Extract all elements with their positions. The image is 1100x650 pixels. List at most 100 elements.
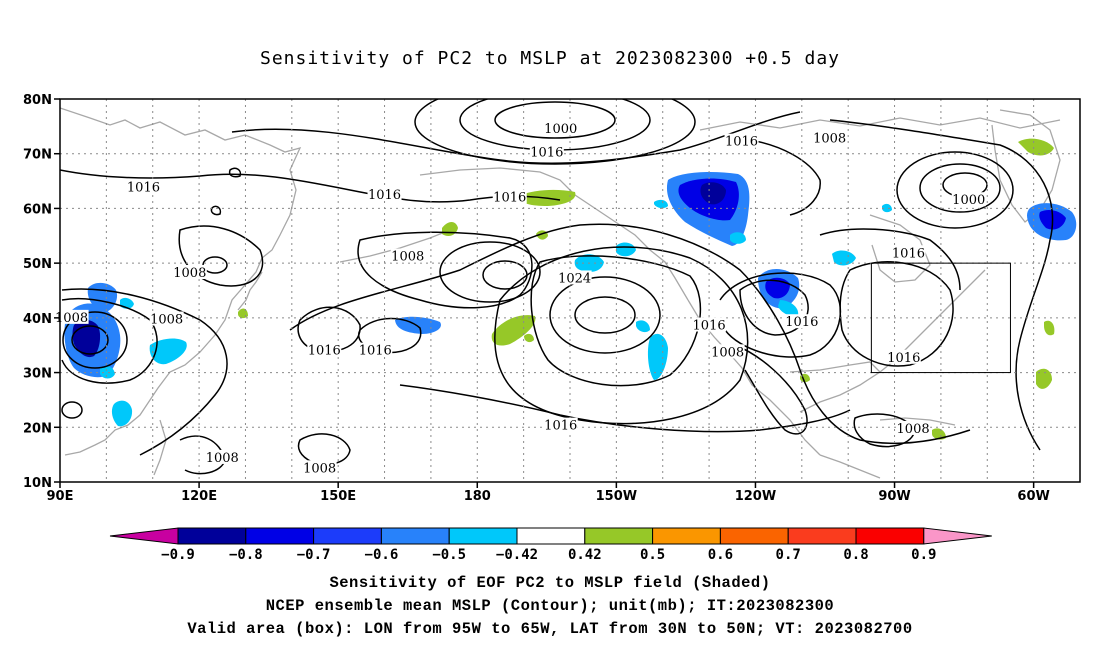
colorbar-arrow-right [923, 527, 992, 545]
lat-label: 10N [23, 476, 52, 491]
colorbar-box [719, 527, 789, 545]
coastline-cam [819, 454, 881, 479]
contour-asia-1 [71, 325, 109, 355]
contour-label: 1016 [359, 344, 392, 359]
shade-nwus-lt [778, 300, 799, 317]
contour-label: 1016 [887, 351, 920, 366]
colorbar-box [448, 527, 518, 545]
contour-high-4 [494, 246, 749, 425]
contour-label-bg [543, 121, 578, 136]
contour-label-bg [205, 449, 240, 464]
lon-label: 150E [320, 489, 356, 504]
contour-small-dots [210, 205, 222, 216]
coastlines [60, 107, 1061, 479]
contour-1016-south [399, 384, 851, 433]
contour-cp-1016a [297, 306, 361, 352]
contour-1008-sw [297, 433, 351, 466]
contour-arctic-1 [494, 101, 616, 139]
colorbar-label: 0.42 [568, 547, 602, 563]
contour-lab-3 [896, 151, 1014, 229]
colorbar-label: 0.9 [911, 547, 936, 563]
contour-label: 1016 [127, 181, 160, 196]
valid-area-box [870, 262, 1011, 374]
lat-label: 80N [23, 93, 52, 108]
lon-label: 150W [596, 489, 637, 504]
contour-label: 1008 [813, 131, 846, 146]
colorbar-label: −0.6 [365, 547, 399, 563]
colorbar-box [177, 527, 247, 545]
contour-1016-arctic-small [228, 167, 242, 178]
contour-label: 1016 [892, 246, 925, 261]
contour-label-bg [149, 311, 184, 326]
contour-asia-4 [61, 288, 228, 456]
shade-asia-lt2 [111, 400, 133, 427]
contour-label-bg [951, 192, 986, 207]
contour-label: 1024 [558, 271, 591, 286]
contour-label: 1000 [544, 122, 577, 137]
contour-label-bg [784, 314, 819, 329]
shade-atl-g1 [1018, 138, 1054, 156]
contour-label-bg [54, 309, 89, 324]
contour-label-bg [692, 317, 727, 332]
shade-asia-lt1 [149, 338, 187, 365]
contour-label: 1008 [173, 266, 206, 281]
contour-label: 1008 [303, 461, 336, 476]
contour-labels: 1000 1016 1016 1008 1000 1016 1016 1016 1016 1008… [54, 121, 986, 476]
contour-label-bg [302, 460, 337, 475]
coastline-gulf [789, 361, 882, 413]
coastline-hudson [869, 214, 931, 283]
contour-label-bg [126, 179, 161, 194]
contour-high-1 [574, 296, 636, 334]
lon-label: 120W [735, 489, 776, 504]
colorbar-label: −0.7 [297, 547, 331, 563]
colorbar-label: −0.8 [229, 547, 263, 563]
colorbar-box [516, 527, 586, 545]
colorbar-box [652, 527, 721, 545]
lon-label: 90E [47, 489, 74, 504]
lat-label: 60N [23, 202, 52, 217]
shade-can-2 [882, 203, 892, 213]
shade-atl-g2 [1036, 368, 1052, 389]
colorbar-label: 0.6 [708, 547, 733, 563]
contour-label-bg [172, 264, 207, 279]
contour-nwp-3 [357, 231, 533, 309]
contour-label: 1016 [785, 315, 818, 330]
contour-label: 1016 [368, 188, 401, 203]
contour-label-bg [307, 342, 342, 357]
contour-label-bg [543, 417, 578, 432]
shade-atl-g4 [932, 428, 946, 440]
plot-title: Sensitivity of PC2 to MSLP at 2023082300… [259, 48, 840, 69]
contour-label-bg [390, 248, 425, 263]
colorbar-label: 0.8 [843, 547, 868, 563]
shade-nwus-inner [765, 277, 790, 299]
shade-jp-g [238, 308, 248, 319]
contour-label-bg [367, 186, 402, 201]
coastline-arctic-can [699, 117, 1061, 131]
contour-label-bg [358, 342, 393, 357]
contour-label: 1008 [711, 345, 744, 360]
caption-contour: NCEP ensemble mean MSLP (Contour); unit(… [265, 597, 835, 615]
contour-can-1016 [819, 228, 961, 291]
shade-cp-8 [647, 333, 668, 380]
sensitivity-map: 1000 1016 1016 1008 1000 1016 1016 1016 1016 1008… [23, 93, 1081, 504]
lat-label: 70N [23, 148, 52, 163]
colorbar-label: 0.5 [640, 547, 665, 563]
contour-asia-5 [61, 401, 83, 419]
contour-label: 1016 [493, 190, 526, 205]
shade-asia-lt4 [100, 366, 115, 379]
shade-cp-10 [524, 333, 534, 343]
shade-cp-7 [616, 242, 636, 257]
lon-label: 120E [181, 489, 217, 504]
contour-lab-2 [919, 163, 1001, 213]
colorbar-label: −0.42 [496, 547, 538, 563]
contour-label-bg [812, 130, 847, 145]
contour-label-bg [492, 189, 527, 204]
contour-high-2 [549, 276, 661, 354]
contour-label-bg [724, 133, 759, 148]
contour-can-1016b [749, 139, 821, 216]
contour-label: 1016 [530, 146, 563, 161]
colorbar-box [245, 527, 315, 545]
contour-label-bg [557, 270, 592, 285]
contour-label-bg [896, 420, 931, 435]
colorbar-label: −0.5 [432, 547, 466, 563]
